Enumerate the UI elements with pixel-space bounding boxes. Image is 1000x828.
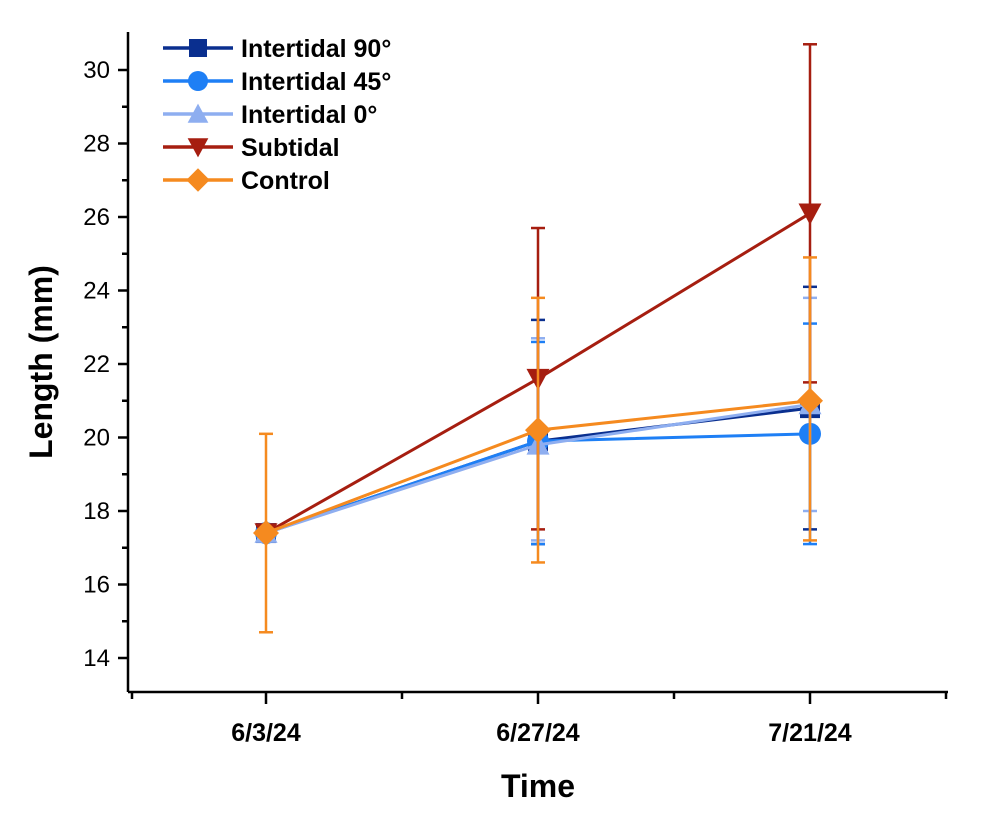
legend-marker	[187, 138, 209, 158]
legend-item: Intertidal 0°	[163, 101, 377, 129]
x-tick-label: 6/3/24	[231, 719, 301, 747]
y-tick-label: 22	[83, 351, 110, 378]
legend-label: Intertidal 90°	[241, 35, 391, 63]
legend-marker	[188, 71, 208, 91]
x-axis-title: Time	[501, 768, 575, 804]
x-ticks: 6/3/24 6/27/24 7/21/24	[130, 692, 948, 747]
legend-marker	[186, 168, 210, 192]
data-point	[797, 387, 823, 414]
y-tick-label: 24	[83, 278, 110, 305]
legend-item: Control	[163, 167, 330, 195]
legend-label: Intertidal 45°	[241, 68, 391, 96]
y-axis-title: Length (mm)	[23, 265, 59, 459]
legend-label: Control	[241, 167, 330, 195]
series-control	[253, 256, 823, 634]
legend-label: Subtidal	[241, 134, 340, 162]
y-ticks: 14 16 18 20 22 24 26 28 30	[83, 57, 128, 672]
legend: Intertidal 90° Intertidal 45° Intertidal 0…	[163, 35, 391, 195]
legend-item: Intertidal 45°	[163, 68, 391, 96]
data-point	[253, 520, 279, 547]
y-tick-label: 18	[83, 498, 110, 525]
x-tick-label: 7/21/24	[768, 719, 852, 747]
y-tick-label: 28	[83, 131, 110, 158]
x-tick-label: 6/27/24	[496, 719, 580, 747]
y-tick-label: 14	[83, 645, 110, 672]
y-tick-label: 20	[83, 425, 110, 452]
y-tick-label: 30	[83, 57, 110, 84]
legend-marker	[189, 39, 207, 57]
y-tick-label: 26	[83, 204, 110, 231]
data-point	[798, 203, 822, 225]
legend-marker	[187, 103, 209, 123]
series-layer	[253, 43, 823, 634]
legend-item: Subtidal	[163, 134, 340, 162]
legend-item: Intertidal 90°	[163, 35, 391, 63]
legend-label: Intertidal 0°	[241, 101, 377, 129]
data-point	[525, 417, 551, 444]
y-tick-label: 16	[83, 572, 110, 599]
